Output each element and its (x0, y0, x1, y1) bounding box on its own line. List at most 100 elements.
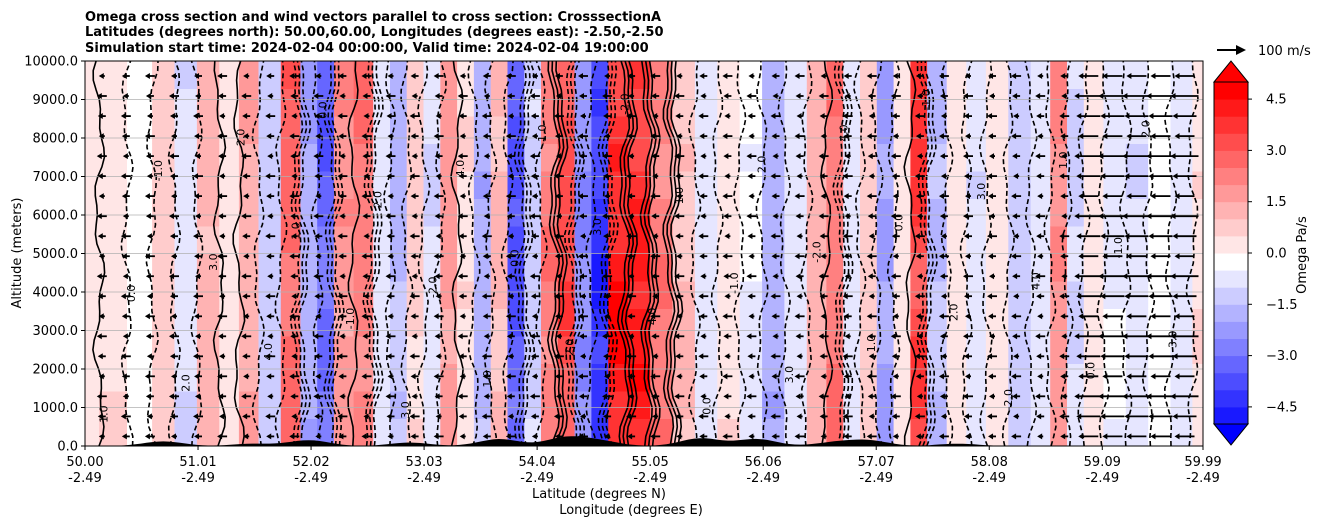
wind-arrow (820, 133, 827, 140)
wind-arrow (964, 73, 971, 80)
omega-cell (591, 253, 609, 282)
omega-cell (574, 198, 592, 227)
omega-cell (762, 253, 785, 282)
omega-cell (985, 226, 1009, 254)
omega-cell (406, 418, 424, 446)
wind-arrow (891, 353, 900, 360)
x-tick-label-lat: 57.07 (858, 455, 895, 470)
wind-arrow (458, 413, 467, 420)
wind-arrow (315, 433, 322, 440)
wind-arrow (1102, 433, 1123, 440)
omega-cell (946, 363, 967, 392)
wind-arrow (772, 393, 779, 400)
wind-arrow (387, 73, 394, 80)
wind-arrow (604, 313, 611, 320)
contour-label: 4.0 (454, 160, 467, 178)
colorbar-segment (1214, 287, 1248, 305)
wind-arrow (938, 253, 949, 260)
omega-cell (966, 363, 987, 392)
wind-arrow (1059, 233, 1070, 240)
wind-arrow (1060, 373, 1069, 380)
wind-arrow (844, 273, 851, 280)
omega-cell (1170, 143, 1193, 172)
wind-arrow (1126, 193, 1147, 200)
wind-arrow (1074, 393, 1103, 400)
omega-cell (739, 308, 763, 337)
omega-cell (390, 143, 408, 172)
omega-cell (85, 88, 100, 117)
omega-cell (1083, 363, 1104, 392)
omega-cell (826, 308, 844, 337)
omega-cell (219, 171, 240, 199)
wind-arrow (1122, 153, 1151, 160)
wind-arrow (796, 293, 803, 300)
y-tick-label: 1000.0 (33, 401, 79, 416)
wind-arrow (579, 93, 587, 100)
wind-arrow (243, 193, 250, 200)
contour-label: 1.0 (1057, 152, 1070, 170)
omega-cell (1125, 336, 1149, 364)
contour-line (534, 61, 548, 446)
wind-arrow (459, 73, 466, 80)
wind-arrow (938, 313, 949, 320)
wind-arrow (891, 113, 900, 120)
wind-arrow (989, 213, 995, 220)
wind-arrow (650, 253, 661, 260)
omega-cell (1067, 391, 1085, 419)
x-tick-label-lat: 59.09 (1084, 455, 1121, 470)
wind-arrow (144, 313, 155, 320)
wind-arrow (892, 73, 899, 80)
wind-arrow (243, 253, 250, 260)
wind-arrow (651, 213, 660, 220)
wind-arrow (146, 353, 153, 360)
wind-arrow (1098, 333, 1127, 340)
wind-arrow (193, 293, 203, 300)
wind-arrow (700, 333, 707, 340)
omega-cell (717, 363, 741, 392)
omega-cell (946, 116, 967, 144)
omega-cell (490, 143, 508, 172)
omega-cell (334, 61, 355, 89)
omega-cell (353, 391, 374, 419)
wind-arrow (602, 273, 613, 280)
omega-cell (440, 391, 458, 419)
omega-cell (910, 143, 928, 172)
wind-arrow (387, 193, 394, 200)
colorbar: 4.53.01.50.0−1.5−3.0−4.5 (1212, 60, 1298, 446)
wind-arrow (1060, 133, 1069, 140)
wind-arrow (939, 213, 948, 220)
wind-arrow (265, 113, 276, 120)
wind-arrow (1150, 373, 1171, 380)
omega-cell (317, 253, 335, 282)
wind-arrow (772, 333, 779, 340)
omega-cell (910, 418, 928, 446)
contour-label: 3.0 (399, 401, 412, 419)
wind-arrow (1037, 313, 1044, 320)
wind-arrow (1074, 213, 1103, 220)
wind-arrow (770, 233, 781, 240)
wind-arrow (386, 233, 395, 240)
wind-arrow (530, 113, 539, 120)
omega-cell (423, 336, 441, 364)
omega-cell (196, 116, 220, 144)
wind-arrow (1124, 413, 1149, 420)
wind-arrow (1098, 153, 1127, 160)
omega-cell (196, 363, 220, 392)
wind-arrow (1059, 173, 1070, 180)
omega-cell (1103, 143, 1127, 172)
wind-arrow (97, 113, 106, 120)
contour-line (870, 61, 884, 446)
wind-arrow (266, 193, 275, 200)
wind-arrow (434, 333, 443, 340)
omega-cell (390, 308, 408, 337)
omega-cell (85, 253, 100, 282)
wind-arrow (529, 153, 540, 160)
omega-cell (784, 61, 808, 89)
y-tick-label: 9000.0 (33, 93, 79, 108)
wind-arrow (339, 153, 346, 160)
colorbar-tick-label: 1.5 (1266, 195, 1287, 210)
wind-arrow (1122, 333, 1151, 340)
wind-arrow (676, 73, 683, 80)
wind-arrow (314, 353, 323, 360)
omega-cell (739, 171, 763, 199)
